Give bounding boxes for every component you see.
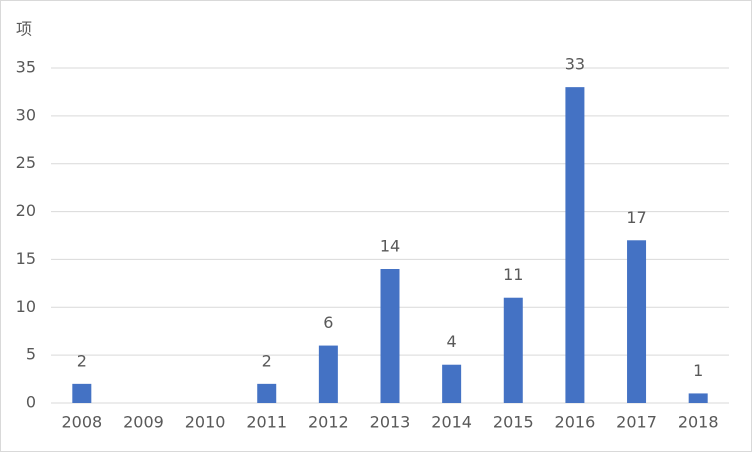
x-tick-label: 2014: [431, 413, 472, 432]
data-label: 11: [503, 265, 523, 284]
x-tick-label: 2013: [370, 413, 411, 432]
x-tick-label: 2015: [493, 413, 534, 432]
x-tick-label: 2010: [185, 413, 226, 432]
bar: [688, 393, 708, 403]
data-label: 14: [380, 237, 400, 256]
y-tick-label: 20: [16, 201, 36, 220]
bar: [318, 345, 338, 403]
x-tick-label: 2018: [678, 413, 719, 432]
data-label: 6: [323, 313, 333, 332]
data-label: 17: [626, 208, 646, 227]
data-label: 4: [447, 332, 457, 351]
data-label: 1: [693, 361, 703, 380]
y-axis-label: 项: [16, 20, 32, 39]
bar: [442, 364, 462, 403]
bar: [257, 383, 277, 403]
data-label: 2: [262, 351, 272, 370]
x-tick-label: 2011: [246, 413, 287, 432]
y-tick-label: 5: [26, 345, 36, 364]
bar: [627, 240, 647, 403]
y-tick-label: 10: [16, 297, 36, 316]
bar: [380, 269, 400, 403]
y-tick-label: 0: [26, 393, 36, 412]
y-tick-label: 30: [16, 105, 36, 124]
y-tick-label: 15: [16, 249, 36, 268]
bar: [565, 87, 585, 404]
x-tick-label: 2008: [61, 413, 102, 432]
x-tick-label: 2016: [555, 413, 596, 432]
x-tick-label: 2012: [308, 413, 349, 432]
y-tick-label: 35: [16, 58, 36, 77]
y-tick-label: 25: [16, 153, 36, 172]
data-label: 2: [77, 351, 87, 370]
x-tick-label: 2017: [616, 413, 657, 432]
bar: [72, 383, 92, 403]
data-label: 33: [565, 55, 585, 74]
bar: [503, 297, 523, 403]
x-tick-label: 2009: [123, 413, 164, 432]
